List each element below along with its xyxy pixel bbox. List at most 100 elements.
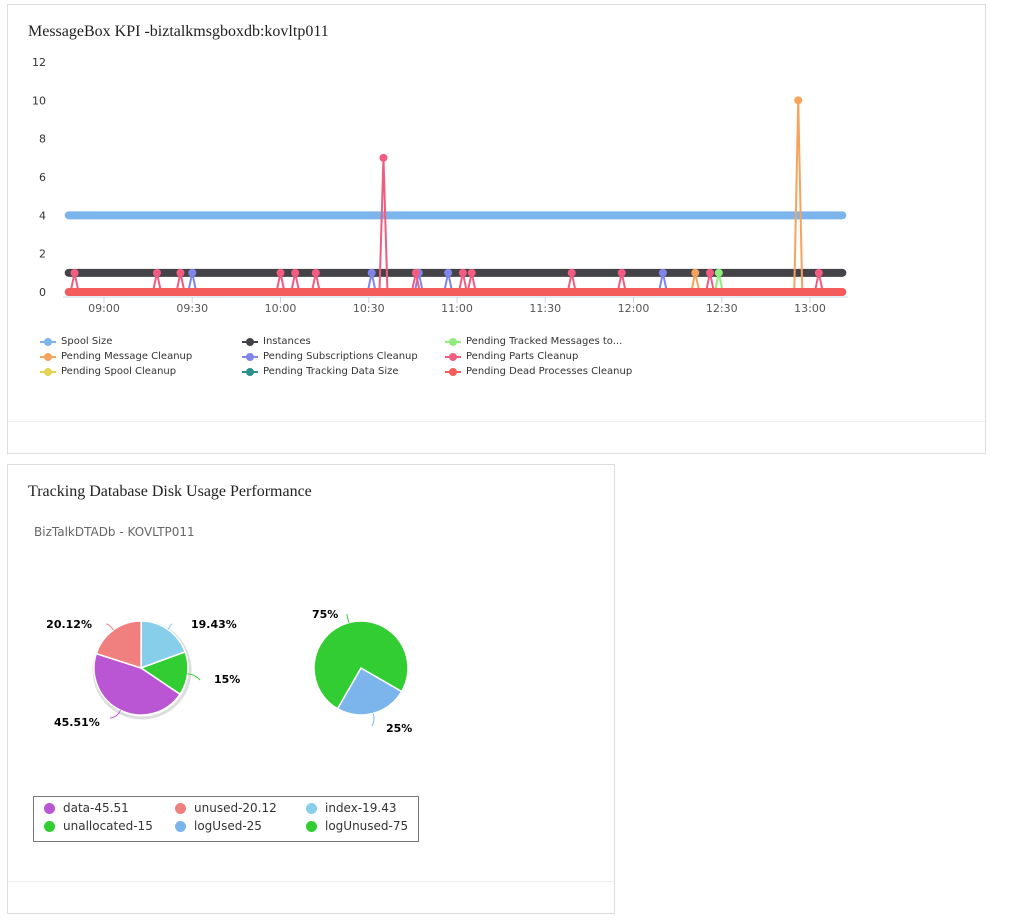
data-point xyxy=(658,268,667,277)
data-point xyxy=(188,268,197,277)
x-tick-label: 09:00 xyxy=(88,302,120,315)
kpi-title: MessageBox KPI -biztalkmsgboxdb:kovltp01… xyxy=(28,23,329,40)
data-point xyxy=(291,268,300,277)
legend-item[interactable]: Pending Spool Cleanup xyxy=(40,366,176,377)
data-point xyxy=(311,268,320,277)
disk-subtitle: BizTalkDTADb - KOVLTP011 xyxy=(34,525,195,539)
data-point xyxy=(152,268,161,277)
messagebox-kpi-panel: MessageBox KPI -biztalkmsgboxdb:kovltp01… xyxy=(7,4,986,454)
y-tick-label: 6 xyxy=(39,171,46,184)
pie-connector xyxy=(346,613,350,623)
kpi-line-chart: 0 2 4 6 8 10 12 09:00 09:30 10:00 10:30 11:00 11:30 1… xyxy=(32,56,848,315)
pie-data-label: 45.51% xyxy=(54,716,100,729)
legend-marker-icon xyxy=(242,337,258,346)
legend-marker-icon xyxy=(40,367,56,376)
legend-marker-icon xyxy=(242,352,258,361)
pie-legend-label: unused-20.12 xyxy=(194,801,277,815)
disk-pie-charts: 19.43% 15% 45.51% 20.12% 25% 75% xyxy=(46,608,412,735)
legend-dot-icon xyxy=(44,820,55,832)
x-tick-label: 10:30 xyxy=(353,302,385,315)
data-point xyxy=(276,268,285,277)
legend-marker-icon xyxy=(445,367,461,376)
pie-legend-item[interactable]: index-19.43 xyxy=(306,801,397,815)
legend-item[interactable]: Pending Tracked Messages to... xyxy=(445,336,622,347)
x-tick-label: 10:00 xyxy=(265,302,297,315)
pie-connector xyxy=(187,673,201,681)
legend-item[interactable]: Pending Message Cleanup xyxy=(40,351,192,362)
pie-legend-item[interactable]: logUnused-75 xyxy=(306,819,408,833)
pie-data-label: 20.12% xyxy=(46,618,92,631)
x-tick-label: 11:00 xyxy=(441,302,473,315)
data-point xyxy=(814,268,823,277)
legend-item[interactable]: Spool Size xyxy=(40,336,112,347)
legend-label: Pending Dead Processes Cleanup xyxy=(466,366,633,377)
spike-line xyxy=(793,100,804,293)
disk-title: Tracking Database Disk Usage Performance xyxy=(28,483,312,500)
y-tick-label: 8 xyxy=(39,133,46,146)
y-tick-label: 10 xyxy=(32,94,46,107)
pie-slice xyxy=(336,666,403,716)
legend-label: Spool Size xyxy=(61,336,113,347)
legend-label: Pending Message Cleanup xyxy=(61,351,193,362)
pie-connector xyxy=(167,623,173,630)
data-point xyxy=(794,96,803,105)
pie-legend-label: data-45.51 xyxy=(63,801,129,815)
legend-item[interactable]: Instances xyxy=(242,336,311,347)
legend-marker-icon xyxy=(242,367,258,376)
pie-slice xyxy=(140,620,187,670)
x-tick-label: 11:30 xyxy=(529,302,561,315)
data-point xyxy=(411,268,420,277)
y-tick-label: 2 xyxy=(39,248,46,261)
legend-item[interactable]: Pending Parts Cleanup xyxy=(445,351,578,362)
x-tick-label: 12:00 xyxy=(618,302,650,315)
legend-item[interactable]: Pending Tracking Data Size xyxy=(242,366,399,377)
y-tick-label: 4 xyxy=(39,209,46,222)
legend-label: Instances xyxy=(263,336,311,347)
data-point xyxy=(367,268,376,277)
pie-data-label: 15% xyxy=(214,673,240,686)
data-point xyxy=(467,268,476,277)
pie-legend-label: logUnused-75 xyxy=(325,819,409,833)
legend-dot-icon xyxy=(175,802,186,814)
kpi-footer xyxy=(8,421,985,422)
pie-legend-label: unallocated-15 xyxy=(63,819,153,833)
x-tick-label: 13:00 xyxy=(794,302,826,315)
legend-dot-icon xyxy=(175,820,186,832)
legend-dot-icon xyxy=(306,802,317,814)
legend-marker-icon xyxy=(40,352,56,361)
legend-item[interactable]: Pending Dead Processes Cleanup xyxy=(445,366,632,377)
pie-legend-item[interactable]: unused-20.12 xyxy=(175,801,277,815)
pie-connector xyxy=(105,623,114,631)
legend-dot-icon xyxy=(306,820,317,832)
x-tick-label: 09:30 xyxy=(176,302,208,315)
legend-marker-icon xyxy=(40,337,56,346)
legend-label: Pending Parts Cleanup xyxy=(466,351,579,362)
x-tick-label: 12:30 xyxy=(706,302,738,315)
data-point xyxy=(691,268,700,277)
pie-legend-item[interactable]: logUsed-25 xyxy=(175,819,262,833)
legend-label: Pending Subscriptions Cleanup xyxy=(263,351,418,362)
data-point xyxy=(567,268,576,277)
pie-data-label: 75% xyxy=(312,608,338,621)
pie-data-label: 25% xyxy=(386,722,412,735)
legend-dot-icon xyxy=(44,802,55,814)
legend-marker-icon xyxy=(445,352,461,361)
pie-legend-item[interactable]: unallocated-15 xyxy=(44,819,153,833)
legend-label: Pending Tracked Messages to... xyxy=(466,336,623,347)
y-tick-label: 0 xyxy=(39,286,46,299)
pie-legend-item[interactable]: data-45.51 xyxy=(44,801,129,815)
data-point xyxy=(458,268,467,277)
pie-connector xyxy=(371,713,375,727)
pie-legend-label: index-19.43 xyxy=(325,801,397,815)
pie-legend: data-45.51 unused-20.12 index-19.43 unalloc… xyxy=(33,796,419,842)
pie-connector xyxy=(109,710,121,719)
data-point xyxy=(70,268,79,277)
disk-footer xyxy=(8,881,614,882)
pie-data-label: 19.43% xyxy=(191,618,237,631)
legend-label: Pending Spool Cleanup xyxy=(61,366,177,377)
legend-item[interactable]: Pending Subscriptions Cleanup xyxy=(242,351,418,362)
data-point xyxy=(714,268,723,277)
data-point xyxy=(617,268,626,277)
y-tick-label: 12 xyxy=(32,56,46,69)
data-point xyxy=(379,153,388,162)
